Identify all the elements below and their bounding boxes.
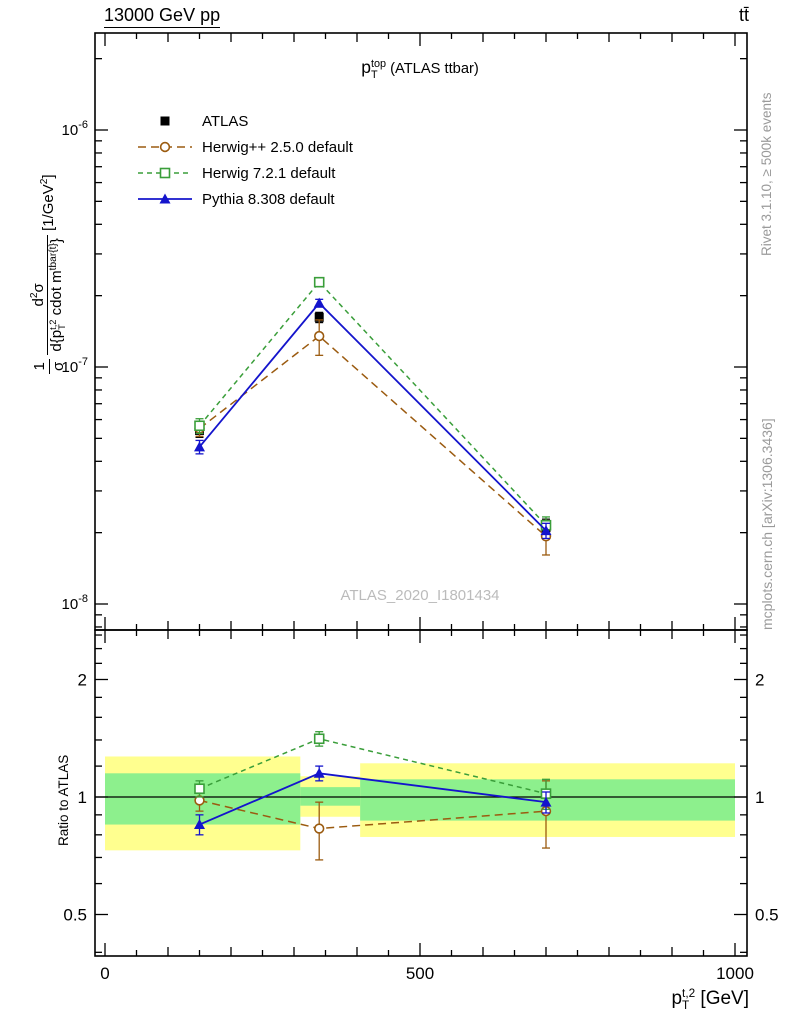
x-tick-label: 0: [100, 964, 109, 983]
x-tick-label: 1000: [716, 964, 754, 983]
y-tick-label: 10-8: [62, 593, 88, 613]
marker-triangle-filled: [540, 525, 552, 536]
marker-square-open: [159, 167, 171, 179]
ratio-tick-label-left: 1: [78, 788, 87, 807]
ratio-tick-label-right: 2: [755, 671, 764, 690]
marker-triangle-filled: [313, 767, 325, 778]
legend-swatch: [160, 116, 170, 126]
legend-item: Pythia 8.308 default: [136, 186, 353, 212]
rivet-version-label: Rivet 3.1.10, ≥ 500k events: [759, 92, 774, 256]
marker-triangle-filled: [540, 796, 552, 807]
tick-labels: 10-610-710-82 21 10.5 0.50 500 1000: [62, 119, 779, 983]
marker-triangle-filled: [313, 297, 325, 308]
sup-sub-stack: t,2 T: [47, 319, 68, 330]
beam-energy-label: 13000 GeV pp: [104, 5, 221, 28]
fraction: d2σ d{p t,2 T cdot mtbar{t}}: [29, 235, 68, 355]
ratio-axis-label: Ratio to ATLAS: [56, 754, 71, 846]
marker-square-open: [313, 276, 325, 288]
legend-swatch: [138, 193, 192, 204]
plot-title: p top T (ATLAS ttbar): [361, 57, 479, 81]
marker-triangle-filled: [194, 441, 205, 452]
sup-sub-stack: top T: [370, 57, 387, 81]
legend: ATLAS Herwig++ 2.5.0 default Herwig 7.2.1 …: [136, 108, 353, 212]
legend-label: Herwig++ 2.5.0 default: [202, 138, 353, 156]
ratio-panel-frame: [94, 629, 748, 957]
y-tick-label: 10-6: [62, 119, 88, 139]
legend-label: Pythia 8.308 default: [202, 190, 335, 208]
marker-circle-open: [314, 823, 325, 834]
series-line-main: [198, 301, 547, 532]
sup-sub-stack: t,2 T: [682, 987, 696, 1013]
process-label: tt̄: [738, 5, 749, 25]
mcplots-attribution-label: mcplots.cern.ch [arXiv:1306.3436]: [759, 418, 775, 630]
legend-item: Herwig++ 2.5.0 default: [136, 134, 353, 160]
series-line-main: [198, 281, 547, 526]
marker-triangle-filled: [194, 819, 205, 830]
x-axis-label: p t,2 T [GeV]: [671, 987, 749, 1013]
marker-square-filled: [314, 312, 324, 322]
ratio-tick-label-right: 0.5: [755, 906, 779, 925]
legend-swatch: [138, 141, 192, 153]
series-atlas: [195, 311, 551, 538]
legend-item: Herwig 7.2.1 default: [136, 160, 353, 186]
legend-swatch: [138, 167, 192, 179]
x-tick-label: 500: [406, 964, 434, 983]
analysis-watermark: ATLAS_2020_I1801434: [340, 587, 500, 604]
axis-ticks: [95, 33, 747, 956]
ratio-tick-label-right: 1: [755, 788, 764, 807]
marker-square-open: [313, 733, 325, 745]
legend-label: Herwig 7.2.1 default: [202, 164, 336, 182]
legend-item: ATLAS: [136, 108, 353, 134]
series-pythia-8-308-default: [194, 297, 552, 836]
legend-label: ATLAS: [202, 112, 249, 130]
marker-triangle-filled: [159, 193, 171, 204]
marker-circle-open: [159, 141, 171, 153]
marker-square-filled: [160, 116, 170, 126]
ratio-tick-label-left: 0.5: [63, 906, 87, 925]
marker-circle-open: [314, 330, 325, 342]
marker-square-open: [194, 420, 205, 432]
marker-square-open: [194, 783, 205, 795]
series-line-main: [199, 335, 547, 537]
ratio-tick-label-left: 2: [78, 671, 87, 690]
